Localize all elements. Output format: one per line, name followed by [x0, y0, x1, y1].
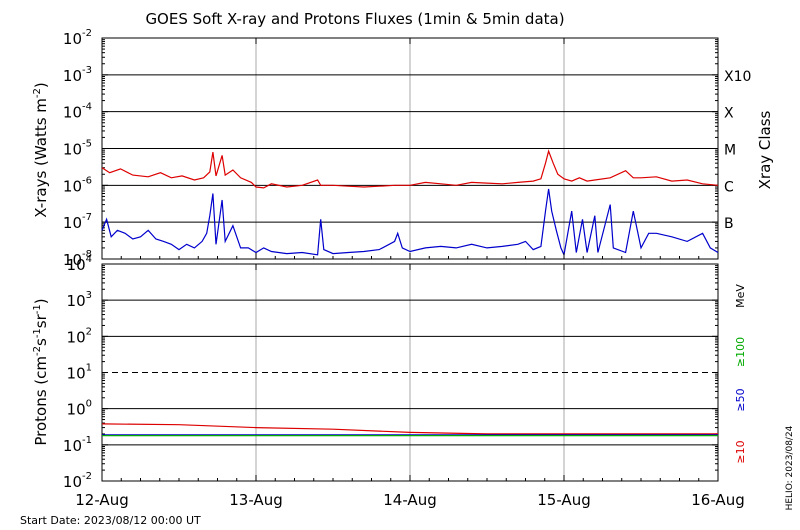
proton-tick-exp: -1 [82, 435, 92, 446]
proton-energy-label: MeV [734, 284, 747, 308]
xray-y-axis-label-end: ) [32, 82, 50, 88]
xray-y-axis-label-text: X-rays (Watts m [32, 98, 50, 218]
xray-tick-base: 10 [63, 177, 82, 195]
proton-tick-exp: 4 [86, 254, 92, 265]
x-tick-label: 13-Aug [229, 491, 282, 509]
proton-tick-label: 104 [67, 254, 92, 274]
xray-tick-label: 10-7 [63, 212, 92, 232]
xray-class-label: X [724, 106, 734, 122]
start-date: Start Date: 2023/08/12 00:00 UT [20, 514, 201, 527]
xray-tick-exp: -8 [82, 249, 92, 260]
xray-grid [102, 38, 718, 259]
xray-tick-exp: -5 [82, 139, 92, 150]
xray-tick-base: 10 [63, 141, 82, 159]
proton-tick-exp: 0 [86, 399, 92, 410]
proton-tick-base: 10 [63, 437, 82, 455]
xray-tick-exp: -2 [82, 28, 92, 39]
xray-tick-label: 10-5 [63, 139, 92, 159]
x-axis-ticks: 12-Aug 13-Aug 14-Aug 15-Aug 16-Aug [75, 38, 745, 509]
proton-energy-label: ≥10 [734, 440, 747, 463]
xray-tick-base: 10 [63, 30, 82, 48]
xray-tick-base: 10 [63, 67, 82, 85]
proton-y-axis-label-sup: -1 [32, 304, 43, 314]
xray-class-label: C [724, 179, 734, 195]
chart-title: GOES Soft X-ray and Protons Fluxes (1min… [145, 10, 564, 28]
xray-series-line [101, 149, 719, 189]
xray-tick-base: 10 [63, 214, 82, 232]
x-tick-label: 15-Aug [537, 491, 590, 509]
proton-tick-label: 10-2 [63, 471, 92, 491]
xray-series-line [101, 188, 719, 257]
proton-energy-label: ≥100 [734, 337, 747, 367]
x-tick-label: 16-Aug [691, 491, 744, 509]
x-tick-label: 12-Aug [75, 491, 128, 509]
proton-y-axis-label-end: ) [32, 298, 50, 304]
xray-tick-base: 10 [63, 104, 82, 122]
proton-grid [102, 264, 718, 481]
proton-energy-label: ≥50 [734, 388, 747, 411]
xray-tick-label: 10-8 [63, 249, 92, 269]
proton-y-axis-label-unit: sr [32, 313, 50, 328]
proton-y-axis-label-sup: -1 [32, 328, 43, 338]
xray-tick-exp: -6 [82, 175, 92, 186]
proton-tick-base: 10 [63, 473, 82, 491]
xray-y-axis-label: X-rays (Watts m-2) [32, 82, 50, 217]
proton-tick-label: 102 [67, 326, 92, 346]
proton-energy-labels: MeV ≥100 ≥50 ≥10 [734, 284, 747, 464]
proton-series-line [101, 423, 718, 435]
proton-y-axis-label-unit: s [32, 338, 50, 346]
proton-y-axis-label-sup: -2 [32, 346, 43, 356]
xray-tick-exp: -3 [82, 65, 92, 76]
xray-class-axis-title: Xray Class [756, 110, 774, 189]
x-tick-label: 14-Aug [383, 491, 436, 509]
side-stamp: HELIO: 2023/08/24 [785, 425, 795, 510]
xray-y-axis-label-sup: -2 [32, 88, 43, 98]
xray-class-label: B [724, 216, 734, 232]
proton-tick-base: 10 [67, 256, 86, 274]
xray-series [101, 149, 719, 257]
xray-tick-label: 10-4 [63, 102, 92, 122]
proton-tick-label: 10-1 [63, 435, 92, 455]
xray-class-label: M [724, 143, 736, 159]
xray-tick-label: 10-2 [63, 28, 92, 48]
proton-y-axis-label: Protons (cm-2s-1sr-1) [32, 298, 50, 445]
proton-tick-exp: -2 [82, 471, 92, 482]
xray-y-ticks: 10-810-710-610-510-410-310-2 [63, 28, 718, 269]
proton-tick-base: 10 [67, 292, 86, 310]
proton-tick-base: 10 [67, 365, 86, 383]
xray-class-label: X10 [724, 69, 751, 85]
proton-tick-label: 100 [67, 399, 92, 419]
xray-tick-base: 10 [63, 251, 82, 269]
proton-tick-exp: 1 [86, 363, 92, 374]
proton-tick-exp: 2 [86, 326, 92, 337]
proton-tick-base: 10 [67, 401, 86, 419]
xray-tick-exp: -4 [82, 102, 92, 113]
xray-tick-label: 10-3 [63, 65, 92, 85]
proton-y-axis-label-text: Protons (cm [32, 356, 50, 446]
proton-tick-exp: 3 [86, 290, 92, 301]
proton-tick-label: 101 [67, 363, 92, 383]
xray-class-labels: B C M X X10 [724, 69, 751, 232]
xray-tick-exp: -7 [82, 212, 92, 223]
proton-tick-base: 10 [67, 328, 86, 346]
proton-series [101, 423, 718, 437]
xray-tick-label: 10-6 [63, 175, 92, 195]
proton-tick-label: 103 [67, 290, 92, 310]
